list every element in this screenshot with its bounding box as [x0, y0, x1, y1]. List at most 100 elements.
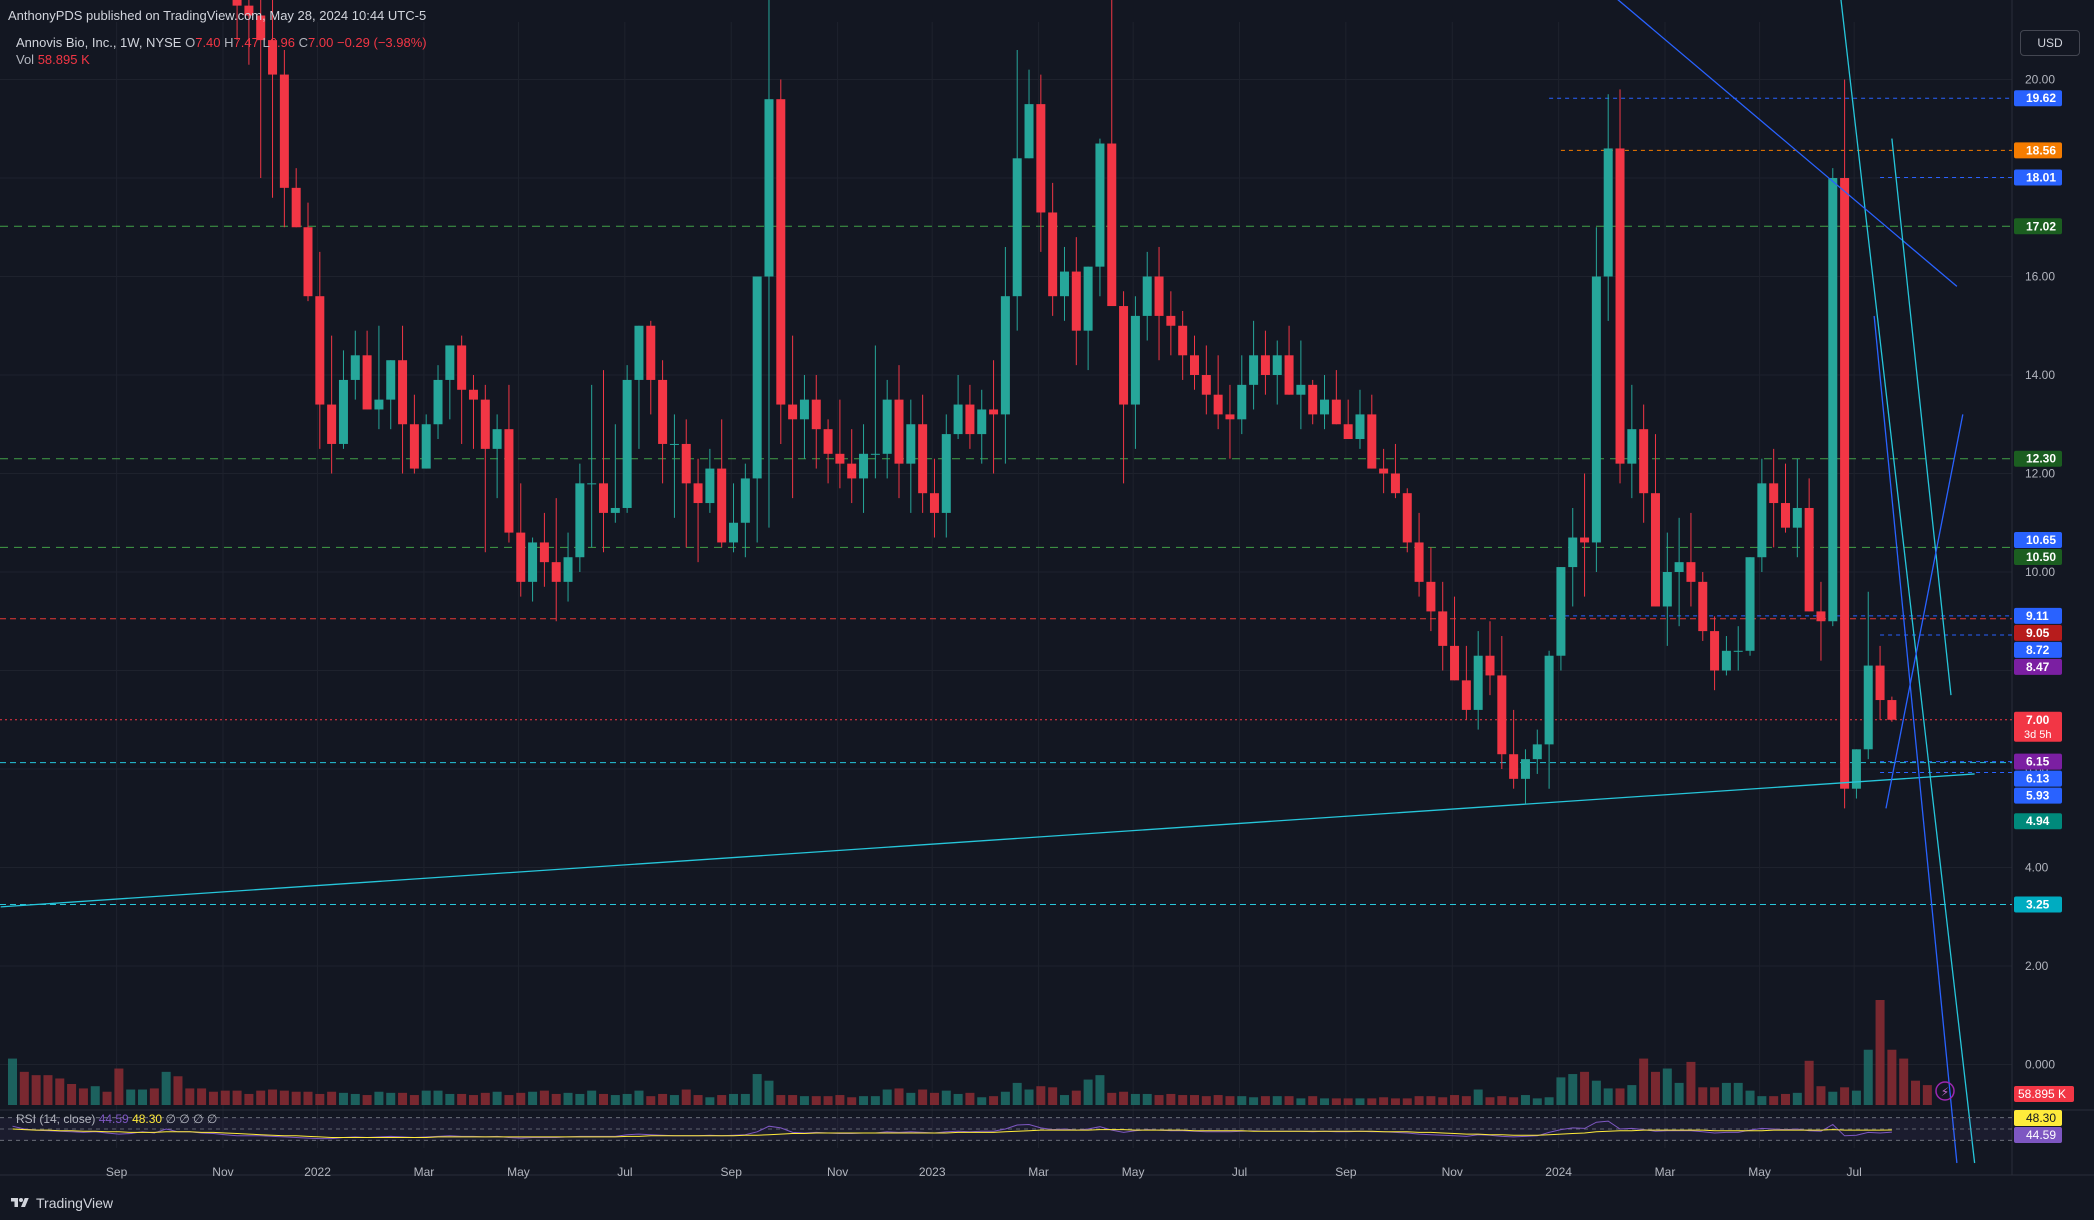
- rsi-legend-label: RSI (14, close): [16, 1112, 99, 1126]
- currency-button[interactable]: USD: [2020, 30, 2080, 56]
- candle-body: [1213, 394, 1223, 415]
- time-tick: Sep: [106, 1165, 128, 1179]
- candle-body: [717, 468, 727, 543]
- candle-body: [918, 424, 928, 494]
- volume-bar: [480, 1092, 490, 1105]
- volume-bar: [220, 1090, 230, 1105]
- volume-bar: [1083, 1079, 1093, 1105]
- candle-body: [1119, 306, 1129, 405]
- volume-legend[interactable]: Vol 58.895 K: [16, 52, 90, 67]
- volume-bar: [953, 1093, 963, 1105]
- time-tick: 2022: [304, 1165, 331, 1179]
- candle-body: [492, 429, 502, 449]
- candle-body: [1816, 611, 1826, 622]
- volume-bar: [1296, 1098, 1306, 1105]
- trendlines[interactable]: ⚡: [0, 0, 1976, 1164]
- volume-bar: [681, 1089, 691, 1105]
- volume-bar: [669, 1095, 679, 1105]
- volume-bar: [1887, 1049, 1897, 1105]
- volume-bar: [421, 1090, 431, 1105]
- volume-bar: [1497, 1096, 1507, 1105]
- candle-body: [268, 40, 278, 75]
- price-label: 5.93: [2026, 789, 2050, 803]
- volume-bar: [374, 1091, 384, 1105]
- time-tick: Nov: [1442, 1165, 1463, 1179]
- price-labels: 33.5030.9226.5222.1019.6218.5618.0117.02…: [2014, 90, 2074, 1143]
- volume-bar: [551, 1093, 561, 1105]
- volume-bar: [114, 1068, 124, 1105]
- rsi-badge-top: 48.30: [2026, 1111, 2056, 1125]
- candlesticks[interactable]: [8, 0, 1897, 809]
- candle-body: [1627, 429, 1637, 464]
- volume-bar: [161, 1071, 171, 1105]
- rsi-pane[interactable]: RSI (14, close) 44.59 48.30 ∅ ∅ ∅ ∅: [0, 1112, 2012, 1141]
- volume-bar: [8, 1058, 17, 1105]
- candle-body: [752, 276, 762, 479]
- candle-body: [811, 399, 821, 430]
- high-value: 7.47: [233, 35, 259, 50]
- candle-body: [1556, 567, 1566, 656]
- volume-bar: [882, 1089, 892, 1105]
- volume-bar: [599, 1093, 608, 1105]
- time-tick: 2024: [1545, 1165, 1572, 1179]
- volume-bar: [776, 1095, 786, 1105]
- volume-bar: [705, 1097, 715, 1105]
- candle-body: [1450, 645, 1460, 681]
- volume-bar: [1615, 1088, 1625, 1105]
- volume-bar: [799, 1096, 809, 1105]
- candle-body: [1686, 562, 1696, 582]
- candle-body: [1296, 384, 1306, 395]
- volume-bar: [1331, 1098, 1341, 1105]
- time-tick: May: [1122, 1165, 1145, 1179]
- symbol-legend[interactable]: Annovis Bio, Inc., 1W, NYSE O7.40 H7.47 …: [16, 35, 427, 50]
- candle-body: [823, 429, 833, 454]
- volume-bar: [338, 1092, 348, 1105]
- volume-bar: [1237, 1096, 1247, 1105]
- candle-body: [480, 399, 490, 449]
- candle-body: [941, 434, 951, 513]
- candle-body: [1769, 483, 1779, 504]
- candle-body: [799, 399, 809, 420]
- volume-bar: [693, 1095, 703, 1105]
- volume-bar: [1828, 1091, 1838, 1105]
- candle-body: [386, 360, 396, 400]
- volume-bar: [1414, 1096, 1424, 1105]
- candle-body: [1828, 178, 1838, 622]
- tradingview-footer[interactable]: TradingView: [10, 1195, 113, 1211]
- volume-bar: [1863, 1049, 1873, 1105]
- tradingview-logo-icon: [11, 1198, 29, 1207]
- volume-bar: [575, 1093, 585, 1105]
- price-label-box: [2014, 711, 2062, 742]
- candle-body: [1781, 503, 1790, 528]
- volume-bar: [1367, 1098, 1377, 1105]
- volume-bar: [1769, 1096, 1779, 1105]
- candle-body: [516, 532, 526, 582]
- candle-body: [859, 453, 869, 479]
- candle-body: [1520, 759, 1530, 779]
- volume-bar: [468, 1095, 478, 1105]
- volume-bar: [1390, 1098, 1400, 1105]
- volume-bar: [1012, 1082, 1022, 1105]
- volume-bar: [1568, 1074, 1578, 1105]
- close-value: 7.00: [308, 35, 334, 50]
- rsi-badge-top-box: [2014, 1110, 2062, 1126]
- volume-bar: [610, 1095, 620, 1105]
- candle-body: [989, 409, 999, 415]
- volume-bar: [1911, 1080, 1921, 1105]
- volume-bar: [1166, 1093, 1176, 1105]
- candle-body: [1154, 276, 1164, 316]
- time-axis[interactable]: Sep Nov 2022 Mar May Jul Sep Nov 2023 Mar May Jul Se…: [106, 1165, 1862, 1179]
- price-label: 9.05: [2026, 626, 2050, 640]
- candle-body: [1591, 276, 1601, 543]
- candle-body: [1757, 483, 1767, 558]
- volume-bar: [31, 1075, 41, 1105]
- volume-bar: [1639, 1058, 1649, 1105]
- price-label: 4.94: [2026, 814, 2050, 828]
- rsi-legend[interactable]: RSI (14, close) 44.59 48.30 ∅ ∅ ∅ ∅: [16, 1112, 217, 1126]
- price-tick: 2.00: [2025, 959, 2049, 973]
- candle-body: [1059, 271, 1069, 297]
- volume-bar: [1875, 1000, 1885, 1105]
- price-label-box: [2014, 624, 2062, 641]
- candle-body: [398, 360, 408, 425]
